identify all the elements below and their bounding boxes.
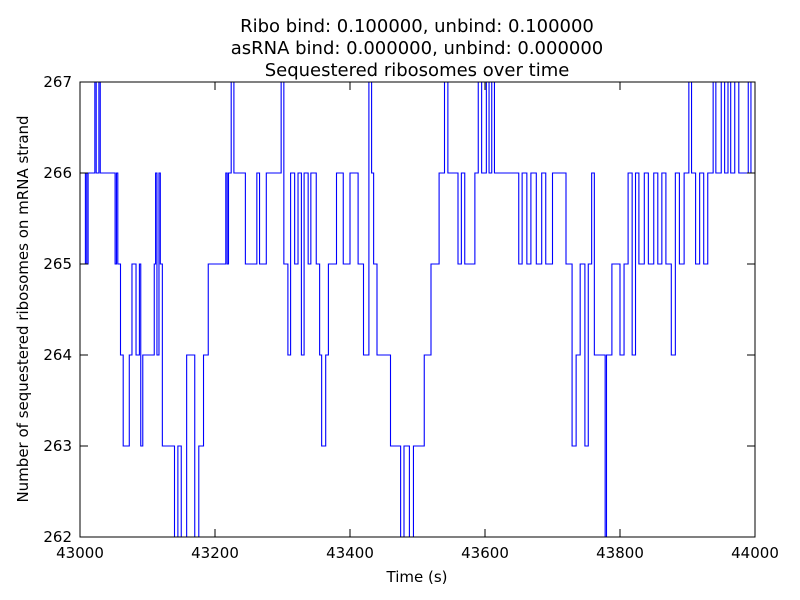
y-tick-label: 263: [43, 437, 72, 455]
x-tick-label: 43000: [56, 544, 104, 562]
x-tick-label: 43200: [191, 544, 239, 562]
chart-title-line-3: Sequestered ribosomes over time: [265, 60, 570, 81]
x-axis-label: Time (s): [386, 568, 448, 586]
y-axis-label: Number of sequestered ribosomes on mRNA …: [14, 115, 32, 502]
y-tick-label: 265: [43, 255, 72, 273]
y-tick-label: 262: [43, 528, 72, 546]
x-tick-label: 43400: [326, 544, 374, 562]
plot-area: 43000 43200 43400 43600 43800 44000 262 263 264 2…: [43, 73, 779, 562]
y-tick-label: 267: [43, 73, 72, 91]
y-tick-label: 266: [43, 164, 72, 182]
series-line-0: [80, 81, 755, 538]
x-tick-label: 43600: [461, 544, 509, 562]
chart-title-line-1: Ribo bind: 0.100000, unbind: 0.100000: [240, 16, 594, 37]
chart-title-line-2: asRNA bind: 0.000000, unbind: 0.000000: [231, 38, 604, 59]
plot-frame: [79, 81, 756, 538]
x-tick-label: 43800: [596, 544, 644, 562]
x-tick-label: 44000: [731, 544, 779, 562]
y-tick-label: 264: [43, 346, 72, 364]
